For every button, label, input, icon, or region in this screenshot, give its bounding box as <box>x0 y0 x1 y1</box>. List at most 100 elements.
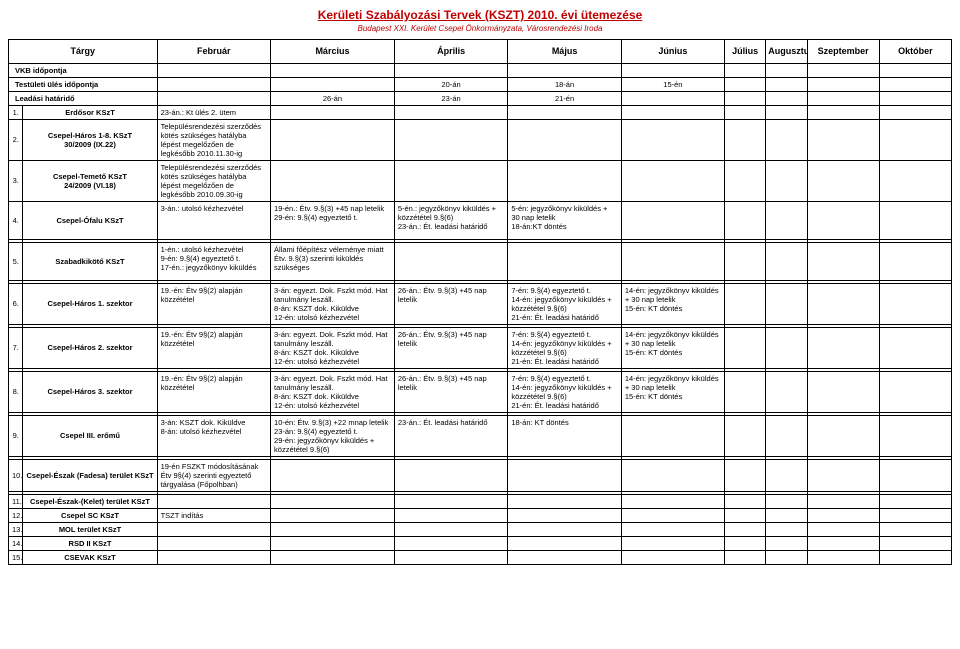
table-row: 6.Csepel-Háros 1. szektor19.-én: Étv 9§(… <box>9 283 952 324</box>
cell-aug <box>766 522 807 536</box>
leadasi-label: Leadási határidő <box>9 91 158 105</box>
cell-feb: 19-én FSZKT módosításának Étv 9§(4) szer… <box>157 459 270 491</box>
vkb-label: VKB időpontja <box>9 63 158 77</box>
row-number: 8. <box>9 371 23 412</box>
cell-jul <box>724 536 765 550</box>
cell-mar <box>271 119 395 160</box>
cell-mar <box>271 550 395 564</box>
row-number: 11. <box>9 494 23 508</box>
row-name: Csepel-Temető KSzT 24/2009 (VI.18) <box>23 160 157 201</box>
cell-aug <box>766 459 807 491</box>
row-name: MOL terület KSzT <box>23 522 157 536</box>
cell-apr <box>394 459 507 491</box>
table-row: 14.RSD II KSzT <box>9 536 952 550</box>
cell-may <box>508 105 621 119</box>
cell-may <box>508 459 621 491</box>
page-title: Kerületi Szabályozási Tervek (KSZT) 2010… <box>8 8 952 22</box>
table-row: 8.Csepel-Háros 3. szektor19.-én: Étv 9§(… <box>9 371 952 412</box>
cell-jul <box>724 550 765 564</box>
cell-mar <box>271 494 395 508</box>
row-number: 15. <box>9 550 23 564</box>
cell-aug <box>766 119 807 160</box>
cell-feb: TSZT indítás <box>157 508 270 522</box>
row-number: 6. <box>9 283 23 324</box>
cell-mar: 3-án: egyezt. Dok. Fszkt mód. Hat tanulm… <box>271 283 395 324</box>
cell-may <box>508 494 621 508</box>
row-number: 2. <box>9 119 23 160</box>
schedule-table: Tárgy Február Március Április Május Júni… <box>8 39 952 565</box>
cell-jul <box>724 201 765 239</box>
row-name: Csepel-Ófalu KSzT <box>23 201 157 239</box>
cell-feb: Településrendezési szerződés kötés szüks… <box>157 160 270 201</box>
cell-jul <box>724 242 765 280</box>
cell-may: 5-én: jegyzőkönyv kiküldés + 30 nap lete… <box>508 201 621 239</box>
row-name: RSD II KSzT <box>23 536 157 550</box>
th-sep: Szeptember <box>807 40 879 64</box>
cell-sep <box>807 550 879 564</box>
leadasi-apr: 23-án <box>394 91 507 105</box>
table-row: 11.Csepel-Észak-(Kelet) terület KSzT <box>9 494 952 508</box>
cell-jun <box>621 415 724 456</box>
cell-sep <box>807 371 879 412</box>
cell-mar <box>271 105 395 119</box>
cell-mar: Állami főépítész véleménye miatt Étv. 9.… <box>271 242 395 280</box>
cell-jun <box>621 119 724 160</box>
leadasi-may: 21-én <box>508 91 621 105</box>
table-row: 5.Szabadkikötő KSzT1-én.: utolsó kézhezv… <box>9 242 952 280</box>
cell-oct <box>879 536 951 550</box>
row-number: 10. <box>9 459 23 491</box>
cell-sep <box>807 494 879 508</box>
cell-apr: 26-án.: Étv. 9.§(3) +45 nap letelik <box>394 283 507 324</box>
cell-sep <box>807 522 879 536</box>
cell-aug <box>766 415 807 456</box>
cell-oct <box>879 522 951 536</box>
cell-apr <box>394 508 507 522</box>
cell-jun <box>621 536 724 550</box>
cell-may: 7-én: 9.§(4) egyeztető t. 14-én: jegyzők… <box>508 327 621 368</box>
cell-mar <box>271 508 395 522</box>
cell-jul <box>724 508 765 522</box>
cell-feb: 19.-én: Étv 9§(2) alapján közzététel <box>157 327 270 368</box>
cell-jun <box>621 105 724 119</box>
cell-jun: 14-én: jegyzőkönyv kiküldés + 30 nap let… <box>621 283 724 324</box>
row-name: Erdősor KSzT <box>23 105 157 119</box>
cell-jun <box>621 201 724 239</box>
cell-feb <box>157 550 270 564</box>
cell-sep <box>807 119 879 160</box>
cell-feb: 3-án: KSZT dok. Kiküldve 8-án: utolsó ké… <box>157 415 270 456</box>
th-aug: Augusztus <box>766 40 807 64</box>
table-row: 1.Erdősor KSzT23-án.: Kt ülés 2. ütem <box>9 105 952 119</box>
row-name: Csepel-Észak (Fadesa) terület KSzT <box>23 459 157 491</box>
testuleti-may: 18-án <box>508 77 621 91</box>
cell-may <box>508 160 621 201</box>
row-name: Csepel-Háros 3. szektor <box>23 371 157 412</box>
cell-aug <box>766 201 807 239</box>
cell-aug <box>766 242 807 280</box>
row-number: 9. <box>9 415 23 456</box>
page-subtitle: Budapest XXI. Kerület Csepel Önkormányza… <box>8 24 952 33</box>
cell-sep <box>807 327 879 368</box>
cell-oct <box>879 160 951 201</box>
cell-feb: 3-án.: utolsó kézhezvétel <box>157 201 270 239</box>
cell-mar <box>271 522 395 536</box>
cell-jun <box>621 160 724 201</box>
th-oct: Október <box>879 40 951 64</box>
cell-apr <box>394 536 507 550</box>
cell-may <box>508 508 621 522</box>
cell-aug <box>766 283 807 324</box>
cell-sep <box>807 201 879 239</box>
testuleti-label: Testületi ülés időpontja <box>9 77 158 91</box>
cell-may <box>508 550 621 564</box>
cell-jul <box>724 494 765 508</box>
leadasi-row: Leadási határidő 26-án 23-án 21-én <box>9 91 952 105</box>
row-number: 13. <box>9 522 23 536</box>
cell-feb <box>157 494 270 508</box>
cell-sep <box>807 105 879 119</box>
row-name: Csepel-Háros 1. szektor <box>23 283 157 324</box>
cell-may <box>508 536 621 550</box>
cell-apr <box>394 105 507 119</box>
cell-aug <box>766 550 807 564</box>
cell-may <box>508 119 621 160</box>
cell-jun: 14-én: jegyzőkönyv kiküldés + 30 nap let… <box>621 327 724 368</box>
cell-may: 18-án: KT döntés <box>508 415 621 456</box>
